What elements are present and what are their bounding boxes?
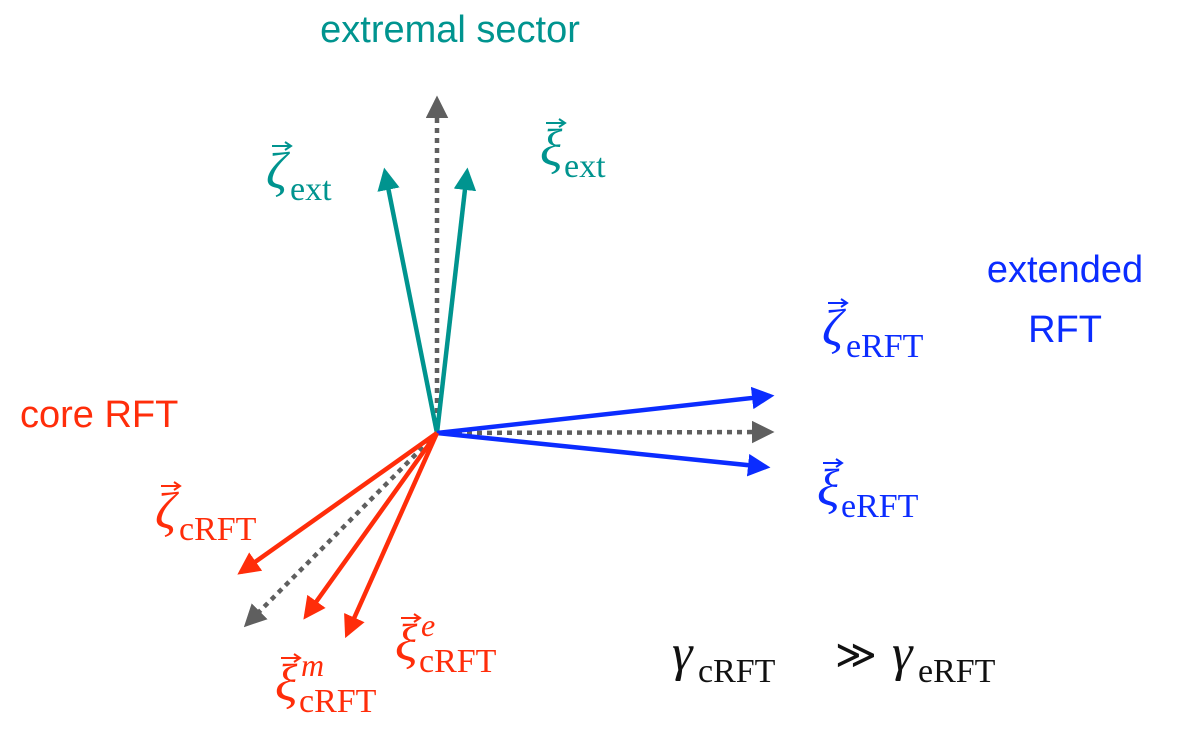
formula-symbol: γ xyxy=(892,625,914,682)
arrows xyxy=(237,95,775,639)
vector-arrow xyxy=(436,430,771,477)
sector-label: core RFT xyxy=(20,394,178,436)
axis-arrow xyxy=(243,431,439,628)
vector-superscript: m xyxy=(301,647,324,683)
vector-symbol: ξ xyxy=(817,460,840,517)
vector-accent xyxy=(546,118,567,128)
vector-accent xyxy=(281,653,302,663)
sector-label: extremal sector xyxy=(320,9,580,51)
vector-subscript: ext xyxy=(290,171,332,208)
sector-label: RFT xyxy=(1028,309,1102,351)
vector-arrow xyxy=(436,386,775,436)
vector-arrow xyxy=(303,431,439,620)
vector-symbol: ζ xyxy=(266,143,290,200)
sector-label: extended xyxy=(987,249,1143,291)
vector-subscript: eRFT xyxy=(846,328,924,365)
vector-arrow xyxy=(377,167,440,434)
vector-subscript: cRFT xyxy=(299,683,377,720)
vector-subscript: cRFT xyxy=(179,511,257,548)
vector-symbol: ξ xyxy=(275,655,298,712)
axis-arrow xyxy=(436,420,775,444)
vector-subscript: eRFT xyxy=(841,488,919,525)
formula-subscript: cRFT xyxy=(698,653,776,690)
vector-accent xyxy=(823,458,844,468)
vector-accent xyxy=(272,141,293,151)
formula-symbol: γ xyxy=(672,625,694,682)
formula-subscript: eRFT xyxy=(918,653,996,690)
vector-arrow xyxy=(344,432,440,639)
vector-accent xyxy=(161,481,182,491)
vector-symbol: ζ xyxy=(155,483,179,540)
vector-symbol: ξ xyxy=(395,615,418,672)
vector-subscript: cRFT xyxy=(419,643,497,680)
vector-superscript: e xyxy=(421,607,435,643)
vector-accent xyxy=(828,298,849,308)
vector-accent xyxy=(401,613,422,623)
formula-relation: ≫ xyxy=(835,632,877,678)
vector-subscript: ext xyxy=(564,148,606,185)
vector-arrow xyxy=(237,431,439,575)
vector-symbol: ξ xyxy=(540,120,563,177)
vector-symbol: ζ xyxy=(822,300,846,357)
vector-arrow xyxy=(434,167,477,434)
